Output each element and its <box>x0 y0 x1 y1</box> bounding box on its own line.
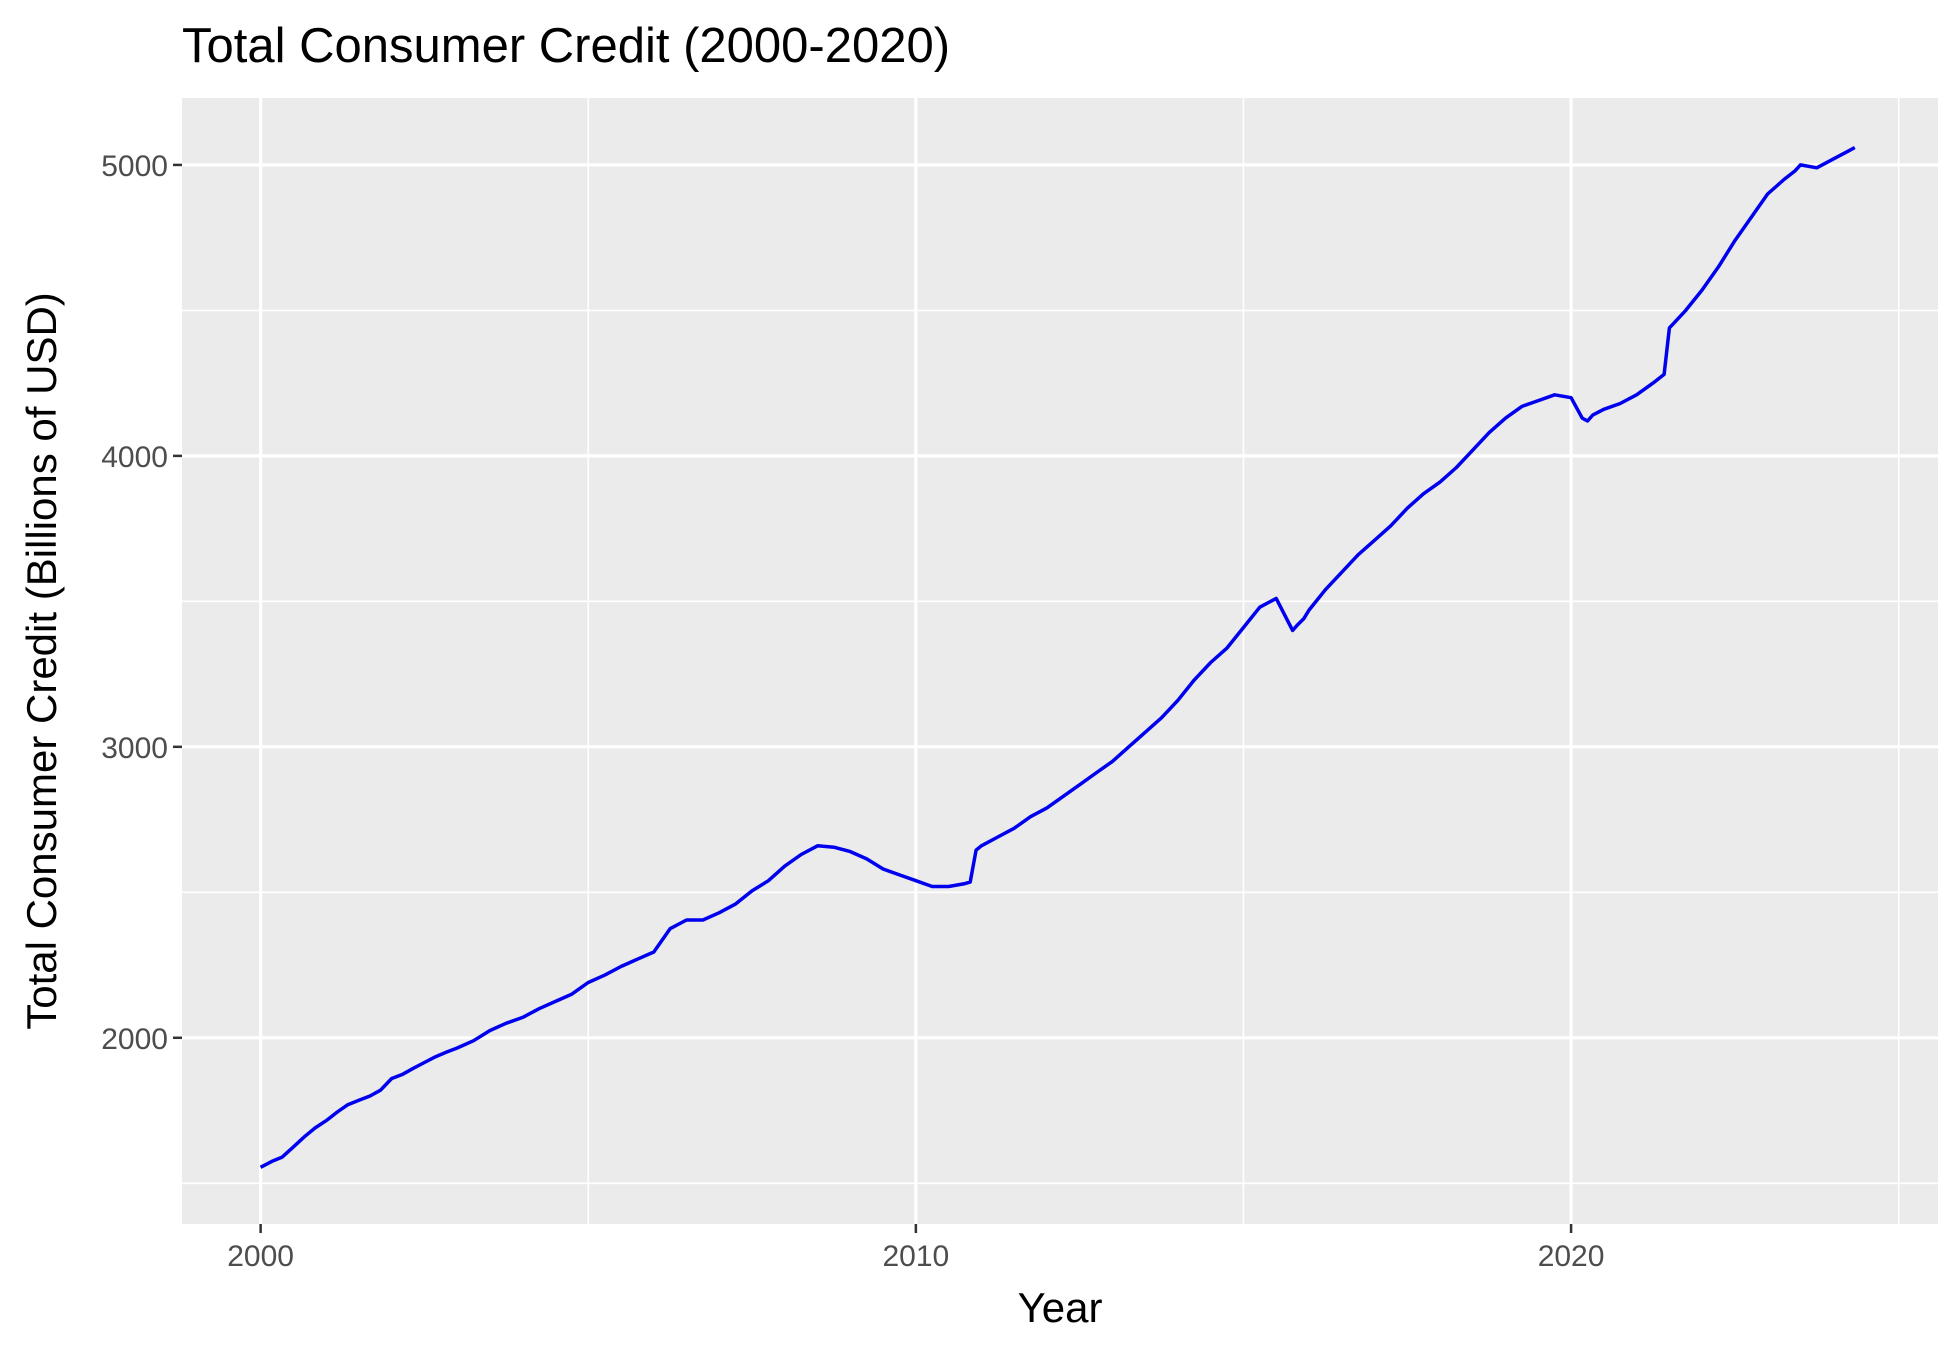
x-axis-title: Year <box>1018 1284 1103 1331</box>
x-tick-label-2010: 2010 <box>882 1240 949 1273</box>
y-axis-title: Total Consumer Credit (Billions of USD) <box>18 292 65 1030</box>
y-axis: 2000 3000 4000 5000 <box>101 150 182 1056</box>
x-tick-label-2000: 2000 <box>227 1240 294 1273</box>
chart-title: Total Consumer Credit (2000-2020) <box>182 19 950 73</box>
y-tick-label-5000: 5000 <box>101 150 168 183</box>
plot-panel <box>182 98 1938 1224</box>
y-tick-label-2000: 2000 <box>101 1023 168 1056</box>
x-tick-label-2020: 2020 <box>1538 1240 1605 1273</box>
y-tick-label-4000: 4000 <box>101 441 168 474</box>
x-axis: 2000 2010 2020 <box>227 1224 1604 1273</box>
y-tick-label-3000: 3000 <box>101 732 168 765</box>
